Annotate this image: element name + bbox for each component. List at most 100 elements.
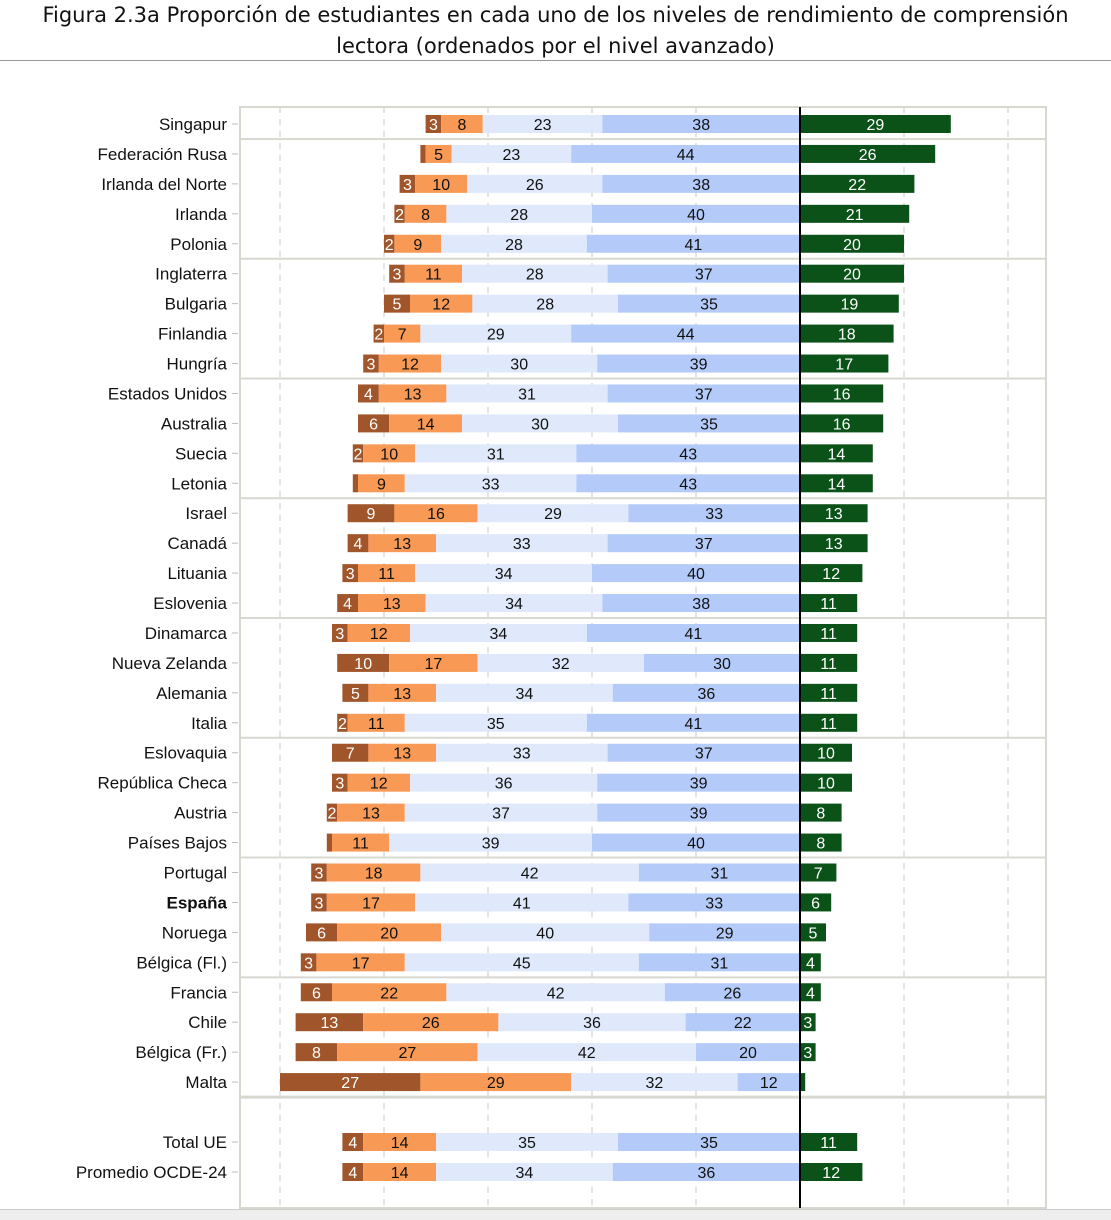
country-label: Eslovaquia (144, 744, 228, 763)
bar-segment-avanzado (800, 204, 910, 223)
data-label: 9 (413, 237, 422, 254)
data-label: 14 (828, 476, 846, 493)
bar-segment-avanzado (800, 803, 842, 822)
bar-segment-bajo_nivel_1 (332, 623, 348, 642)
data-label: 10 (354, 656, 372, 673)
bar-segment-avanzado (800, 234, 904, 253)
country-label: Eslovenia (153, 594, 227, 613)
data-label: 26 (724, 985, 742, 1002)
data-label: 32 (646, 1075, 664, 1092)
bar-segment-bajo (389, 653, 478, 672)
bar-segment-bajo (337, 923, 442, 942)
data-label: 16 (833, 416, 851, 433)
country-label: Suecia (175, 444, 228, 463)
data-label: 4 (364, 386, 373, 403)
bar-segment-bajo (337, 1043, 478, 1062)
data-label: 9 (377, 476, 386, 493)
bar-segment-intermedio (467, 174, 603, 193)
data-label: 4 (354, 536, 363, 553)
data-label: 30 (510, 357, 528, 374)
data-label: 41 (685, 716, 703, 733)
bar-segment-alto (612, 1163, 800, 1181)
bar-segment-bajo (420, 1073, 572, 1092)
bar-segment-avanzado (800, 564, 863, 583)
bar-segment-avanzado (800, 264, 904, 283)
data-label: 3 (346, 566, 355, 583)
data-label: 28 (510, 207, 528, 224)
bar-segment-alto (602, 174, 800, 193)
data-label: 12 (822, 566, 840, 583)
data-label: 27 (399, 1045, 417, 1062)
country-label: Lituania (167, 564, 227, 583)
bar-segment-intermedio (477, 653, 644, 672)
data-label: 22 (734, 1015, 752, 1032)
data-label: 44 (677, 147, 695, 164)
bar-segment-avanzado (800, 923, 826, 942)
bar-segment-alto (618, 1133, 800, 1151)
bar-segment-bajo_nivel_1 (420, 144, 426, 163)
bar-segment-bajo (332, 983, 447, 1002)
data-label: 2 (374, 327, 383, 344)
country-label: Total UE (163, 1133, 227, 1152)
bar-segment-avanzado (800, 623, 858, 642)
bar-segment-bajo_nivel_1 (347, 504, 395, 523)
data-label: 12 (370, 626, 388, 643)
bar-segment-bajo_nivel_1 (342, 1163, 364, 1181)
bar-segment-alto (628, 504, 800, 523)
bar-segment-avanzado (800, 1163, 863, 1181)
bar-segment-bajo (347, 713, 405, 732)
data-label: 40 (687, 566, 705, 583)
data-label: 5 (434, 147, 443, 164)
bar-segment-bajo (394, 504, 478, 523)
country-label: Letonia (171, 474, 227, 493)
bar-segment-alto (597, 773, 800, 792)
bar-segment-bajo_nivel_1 (384, 234, 395, 253)
data-label: 18 (365, 866, 383, 883)
bar-segment-alto (737, 1073, 800, 1092)
data-label: 3 (367, 357, 376, 374)
bar-segment-avanzado (800, 174, 915, 193)
bar-segment-intermedio (404, 474, 577, 493)
bar-segment-intermedio (446, 983, 665, 1002)
bar-segment-intermedio (482, 115, 603, 133)
bar-segment-bajo (316, 953, 405, 972)
data-label: 39 (690, 806, 708, 823)
data-label: 32 (552, 656, 570, 673)
data-label: 11 (820, 656, 837, 673)
data-label: 8 (458, 117, 467, 134)
data-label: 43 (679, 446, 697, 463)
bar-segment-bajo_nivel_1 (358, 384, 379, 403)
bar-segment-bajo_nivel_1 (342, 1133, 364, 1151)
data-label: 36 (698, 1165, 716, 1182)
bar-segment-intermedio (404, 713, 587, 732)
bar-segment-bajo (410, 294, 473, 313)
data-label: 3 (393, 267, 402, 284)
country-label: Francia (170, 983, 227, 1002)
data-label: 2 (328, 806, 337, 823)
bar-segment-bajo_nivel_1 (384, 294, 410, 313)
bar-segment-bajo_nivel_1 (394, 204, 405, 223)
bar-segment-intermedio (462, 264, 608, 283)
data-label: 3 (335, 626, 344, 643)
data-label: 38 (692, 117, 710, 134)
bar-segment-alto (607, 743, 800, 762)
data-label: 45 (513, 955, 531, 972)
bar-segment-bajo (363, 1013, 499, 1032)
data-label: 8 (816, 806, 825, 823)
data-label: 44 (677, 327, 695, 344)
data-label: 40 (536, 925, 554, 942)
title-line-2: lectora (ordenados por el nivel avanzado… (336, 34, 775, 58)
bar-segment-bajo_nivel_1 (332, 743, 369, 762)
data-label: 12 (822, 1165, 840, 1182)
bar-segment-bajo_nivel_1 (363, 354, 379, 373)
data-label: 38 (692, 177, 710, 194)
bar-segment-bajo (363, 1163, 436, 1181)
data-label: 11 (820, 1135, 837, 1152)
data-label: 3 (335, 776, 344, 793)
bar-segment-bajo (441, 115, 483, 133)
bar-segment-alto (649, 923, 800, 942)
data-label: 28 (536, 297, 554, 314)
data-label: 37 (695, 746, 713, 763)
data-label: 13 (393, 536, 411, 553)
data-label: 20 (843, 267, 861, 284)
